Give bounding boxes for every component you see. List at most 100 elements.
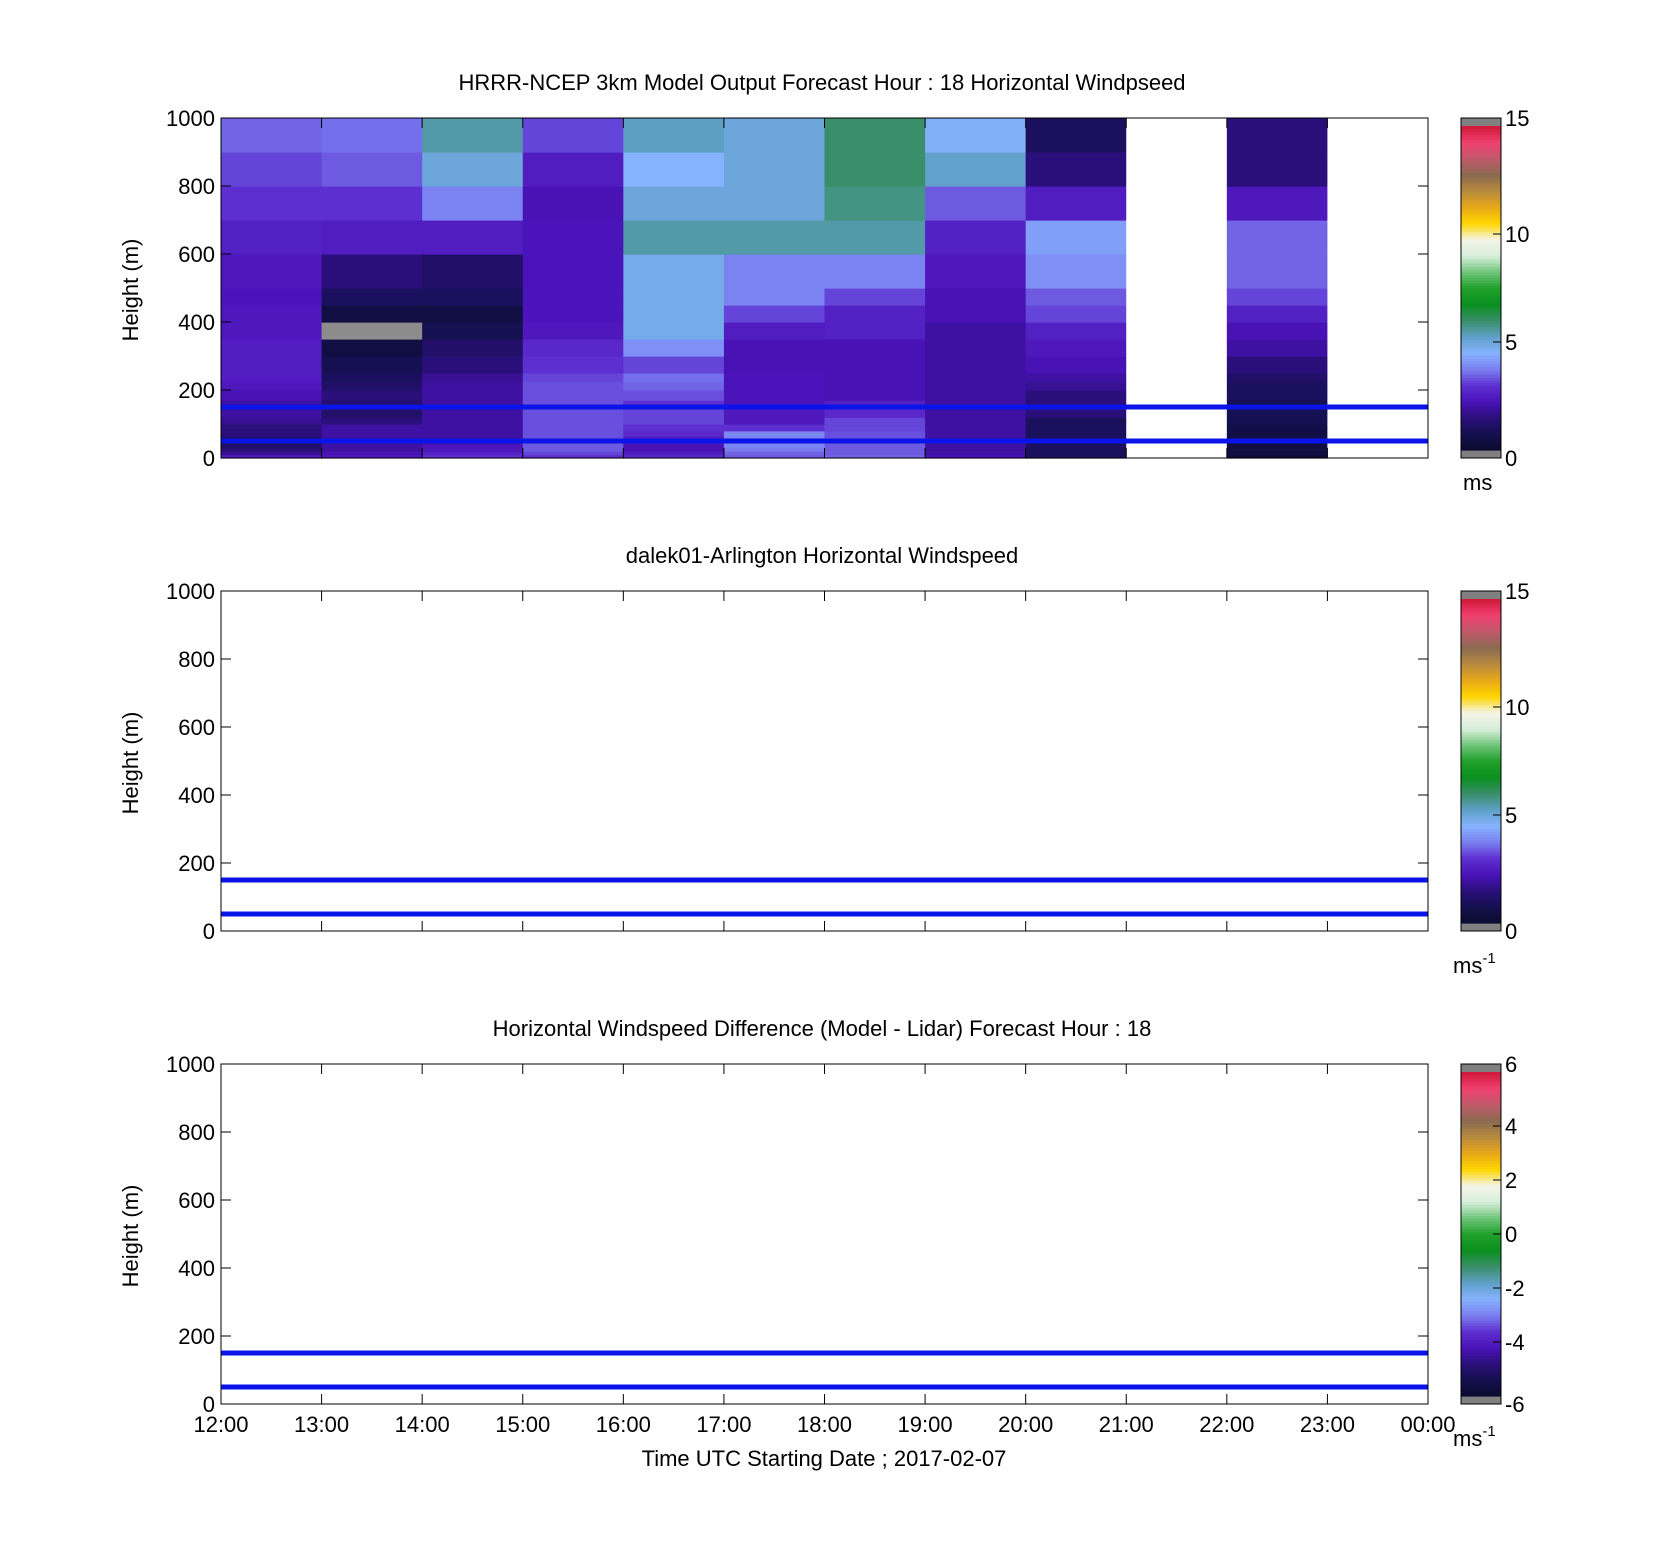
- colorbar-swatch: [1461, 715, 1501, 719]
- heatmap-cell: [623, 454, 725, 459]
- colorbar-swatch: [1461, 1196, 1501, 1200]
- colorbar-swatch: [1461, 1144, 1501, 1149]
- heatmap-cell: [1126, 322, 1228, 340]
- colorbar-swatch: [1461, 1293, 1501, 1297]
- colorbar-swatch: [1461, 1201, 1501, 1205]
- colorbar-swatch: [1461, 669, 1501, 673]
- colorbar-swatch: [1461, 263, 1501, 267]
- colorbar-swatch: [1461, 274, 1501, 278]
- colorbar-swatch: [1461, 177, 1501, 181]
- heatmap-cell: [321, 373, 423, 383]
- colorbar-swatch: [1461, 890, 1501, 894]
- colorbar-swatch: [1461, 425, 1501, 429]
- colorbar-swatch: [1461, 288, 1501, 292]
- heatmap-cell: [1226, 400, 1329, 408]
- colorbar-swatch: [1461, 806, 1501, 811]
- colorbar-swatch: [1461, 1107, 1501, 1111]
- heatmap-cell: [623, 424, 725, 432]
- heatmap-cell: [522, 430, 624, 437]
- y-axis-label: Height (m): [118, 239, 143, 342]
- heatmap-cell: [1025, 444, 1127, 449]
- heatmap-cell: [723, 186, 826, 221]
- heatmap-cell: [1025, 356, 1127, 374]
- heatmap-cell: [925, 373, 1027, 383]
- heatmap-cell: [1126, 447, 1228, 452]
- colorbar-swatch: [1461, 914, 1501, 919]
- heatmap-cell: [422, 220, 524, 255]
- colorbar-swatch: [1461, 269, 1501, 273]
- colorbar-swatch: [1461, 360, 1501, 365]
- x-tick-label: 18:00: [797, 1412, 852, 1437]
- colorbar-swatch: [1461, 301, 1501, 305]
- y-tick-label: 1000: [166, 1052, 215, 1077]
- colorbar-tick-label: 0: [1505, 446, 1517, 471]
- colorbar-swatch: [1461, 1366, 1501, 1370]
- colorbar-swatch: [1461, 696, 1501, 700]
- colorbar-swatch: [1461, 1393, 1501, 1397]
- colorbar-swatch: [1461, 1271, 1501, 1276]
- heatmap-cell: [1226, 152, 1329, 187]
- heatmap-cell: [824, 447, 926, 452]
- colorbar-swatch: [1461, 661, 1501, 665]
- heatmap-cell: [925, 447, 1027, 452]
- colorbar-swatch: [1461, 385, 1501, 389]
- colorbar-swatch: [1461, 1274, 1501, 1278]
- heatmap-cell: [1126, 288, 1228, 306]
- heatmap-cell: [824, 254, 926, 289]
- heatmap-cell: [1126, 381, 1228, 391]
- y-tick-label: 400: [178, 783, 215, 808]
- heatmap-cell: [623, 118, 725, 153]
- heatmap-cell: [321, 430, 423, 437]
- colorbar-swatch: [1461, 844, 1501, 848]
- heatmap-cell: [723, 305, 826, 323]
- y-tick-label: 400: [178, 1256, 215, 1281]
- heatmap-cell: [422, 254, 524, 289]
- reference-lines: [221, 1350, 1428, 1390]
- heatmap-cell: [723, 322, 826, 340]
- heatmap-cell: [1226, 381, 1329, 391]
- colorbar-swatch: [1461, 344, 1501, 348]
- colorbar-swatch: [1461, 1323, 1501, 1327]
- colorbar-swatch: [1461, 1158, 1501, 1162]
- heatmap-cell: [422, 400, 524, 408]
- heatmap-cell: [221, 451, 323, 456]
- heatmap-cell: [1025, 152, 1127, 187]
- colorbar-swatch: [1461, 723, 1501, 727]
- colorbar-swatch: [1461, 1315, 1501, 1319]
- colorbar-swatch: [1461, 225, 1501, 230]
- colorbar-swatch: [1461, 1150, 1501, 1154]
- colorbar-swatch: [1461, 666, 1501, 670]
- colorbar-swatch: [1461, 1277, 1501, 1281]
- colorbar-swatch: [1461, 312, 1501, 316]
- panel-title: HRRR-NCEP 3km Model Output Forecast Hour…: [458, 70, 1185, 95]
- colorbar-swatch: [1461, 242, 1501, 246]
- colorbar-swatch: [1461, 247, 1501, 251]
- y-tick-label: 400: [178, 310, 215, 335]
- heatmap-cell: [1327, 454, 1429, 459]
- colorbar-swatch: [1461, 1193, 1501, 1197]
- heatmap-cell: [321, 407, 423, 418]
- panel-lidar: dalek01-Arlington Horizontal Windspeed H…: [118, 543, 1529, 978]
- colorbar-swatch: [1461, 1072, 1501, 1076]
- heatmap-cell: [623, 322, 725, 340]
- heatmap-cell: [522, 447, 624, 452]
- colorbar-swatch: [1461, 820, 1501, 824]
- colorbar-swatch: [1461, 869, 1501, 873]
- colorbar-swatch: [1461, 677, 1501, 681]
- heatmap-cell: [1327, 152, 1429, 187]
- colorbar-swatch: [1461, 1358, 1501, 1362]
- colorbar-swatch: [1461, 441, 1501, 446]
- colorbar-swatch: [1461, 636, 1501, 641]
- colorbar-swatch: [1461, 147, 1501, 151]
- heatmap-cell: [723, 430, 826, 437]
- colorbar-swatch: [1461, 1288, 1501, 1292]
- colorbar-swatch: [1461, 223, 1501, 227]
- colorbar-swatch: [1461, 898, 1501, 902]
- colorbar-swatch: [1461, 1096, 1501, 1100]
- heatmap-cell: [221, 186, 323, 221]
- heatmap-cell: [522, 451, 624, 456]
- colorbar-swatch: [1461, 1247, 1501, 1251]
- heatmap-cell: [422, 186, 524, 221]
- heatmap-cell: [1126, 152, 1228, 187]
- heatmap-cell: [1327, 381, 1429, 391]
